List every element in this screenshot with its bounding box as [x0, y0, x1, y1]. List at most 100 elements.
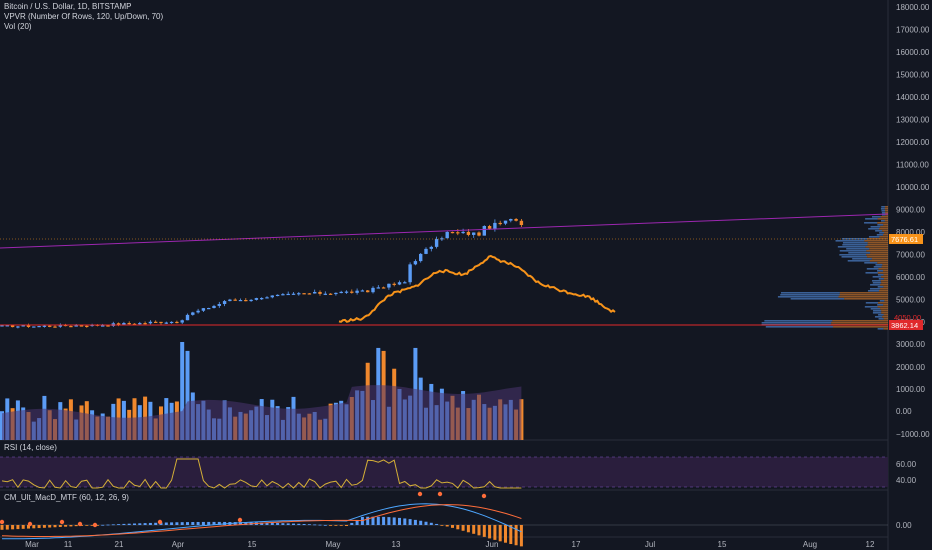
price-tick-label: 7000.00 [896, 250, 925, 259]
macd-hist-bar [376, 516, 380, 525]
macd-line [2, 503, 522, 540]
candle-body [450, 231, 455, 234]
candle-body [185, 314, 190, 321]
trendline [0, 213, 889, 249]
macd-hist-bar [307, 524, 311, 526]
macd-hist-bar [201, 521, 205, 525]
volume-tick-label: 0.00 [896, 407, 912, 416]
macd-cross-dot [237, 517, 243, 523]
macd-hist-bar [244, 522, 248, 525]
price-tick-label: 18000.00 [896, 3, 930, 12]
vpvr-row-up [873, 266, 882, 268]
candle-body [360, 290, 365, 292]
candle-body [196, 310, 200, 313]
candle-body [228, 299, 232, 302]
vpvr-row-up [867, 290, 879, 292]
macd-hist-bar [281, 523, 285, 525]
volume-tick-label: 1000.00 [896, 385, 925, 394]
price-tick-label: 17000.00 [896, 25, 930, 34]
vpvr-row-down [878, 290, 888, 292]
time-axis[interactable]: Mar 11 21 Apr 15 May 13 Jun 17 Jul 15 Aug 12 [25, 540, 875, 549]
candle-body [334, 292, 338, 295]
candle-body [0, 325, 4, 327]
vpvr-row-down [880, 226, 888, 228]
macd-hist-bar [138, 523, 142, 525]
candle-body [355, 290, 359, 293]
candle-body [445, 231, 449, 239]
macd-cross-dot [27, 521, 33, 527]
time-tick-label: 15 [718, 540, 727, 549]
vpvr-row-down [885, 214, 888, 216]
candle-body [69, 326, 73, 328]
candle-body [138, 323, 142, 325]
macd-hist-bar [111, 524, 115, 526]
macd-hist-bar [286, 523, 290, 525]
vpvr-row-down [883, 328, 888, 330]
candle-body [180, 320, 184, 323]
vpvr-row-down [882, 316, 888, 318]
macd-hist-bar [451, 525, 454, 528]
macd-hist-bar [207, 521, 211, 525]
candle-body [313, 291, 317, 294]
candle-body [101, 325, 105, 327]
vpvr-row-up [872, 276, 882, 278]
candle-body [493, 222, 497, 229]
candle-body [238, 300, 243, 302]
time-tick-label: Apr [172, 540, 185, 549]
macd-hist-bar [297, 523, 301, 525]
rsi-title: RSI (14, close) [4, 443, 57, 452]
vpvr-row-down [839, 292, 888, 294]
candle-body [26, 325, 31, 327]
price-tick-label: 15000.00 [896, 70, 930, 79]
macd-hist-bar [276, 523, 280, 525]
candle-body [132, 323, 137, 325]
candle-body [79, 325, 84, 327]
candle-body [408, 264, 412, 283]
vpvr-row-down [881, 282, 888, 284]
macd-hist-bar [122, 523, 126, 525]
vpvr-row-up [790, 298, 845, 300]
macd-hist-bar [217, 521, 221, 525]
price-axis[interactable]: 18000.00 17000.00 16000.00 15000.00 14000.00… [896, 3, 930, 327]
macd-hist-bar [32, 525, 36, 529]
rsi-band [0, 457, 888, 487]
macd-hist-bar [329, 525, 333, 526]
vpvr-title: VPVR (Number Of Rows, 120, Up/Down, 70) [4, 12, 164, 21]
macd-hist-bar [466, 525, 470, 533]
vpvr-row-up [877, 286, 884, 288]
vpvr-row-down [833, 326, 888, 328]
candle-body [434, 239, 439, 247]
time-tick-label: Jun [486, 540, 499, 549]
candle-body [461, 231, 465, 234]
macd-hist-bar [339, 525, 343, 526]
vpvr-row-up [877, 274, 884, 276]
vpvr-row-down [883, 274, 888, 276]
vpvr-row-down [879, 288, 888, 290]
candle-body [371, 287, 375, 293]
vpvr-row-down [866, 254, 888, 256]
macd-hist-bar [196, 521, 200, 525]
vpvr-row-up [873, 310, 882, 312]
candle-body [291, 293, 296, 295]
candle-body [191, 312, 195, 315]
candle-body [169, 321, 174, 324]
vpvr-row-down [839, 294, 888, 296]
candle-body [403, 282, 407, 284]
candle-body [212, 305, 216, 309]
macd-hist-bar [371, 516, 375, 525]
candle-body [466, 231, 471, 235]
vpvr-row-up [839, 254, 867, 256]
vpvr-row-down [884, 232, 888, 234]
vpvr-row-up [842, 242, 868, 244]
vpvr-row-up [874, 316, 883, 318]
vpvr-row-up [865, 218, 878, 220]
candle-body [42, 325, 47, 327]
support-price-label: 3862.14 [891, 321, 918, 330]
vpvr-row-up [877, 270, 884, 272]
signal-line [1, 504, 522, 537]
vpvr-row-up [761, 322, 832, 324]
rsi-tick-label: 60.00 [896, 460, 917, 469]
vpvr-row-down [884, 208, 888, 210]
vpvr-row-down [867, 244, 888, 246]
